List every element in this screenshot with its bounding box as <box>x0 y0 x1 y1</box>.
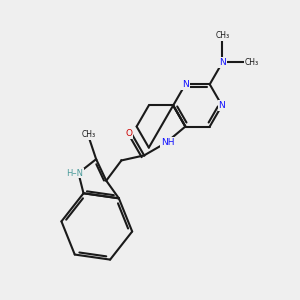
Text: O: O <box>125 129 132 138</box>
Text: NH: NH <box>161 138 174 147</box>
Text: CH₃: CH₃ <box>245 58 259 67</box>
Text: H–N: H–N <box>66 169 83 178</box>
Text: N: N <box>182 80 189 89</box>
Text: N: N <box>219 58 226 67</box>
Text: CH₃: CH₃ <box>215 31 230 40</box>
Text: CH₃: CH₃ <box>82 130 96 140</box>
Text: N: N <box>219 101 225 110</box>
